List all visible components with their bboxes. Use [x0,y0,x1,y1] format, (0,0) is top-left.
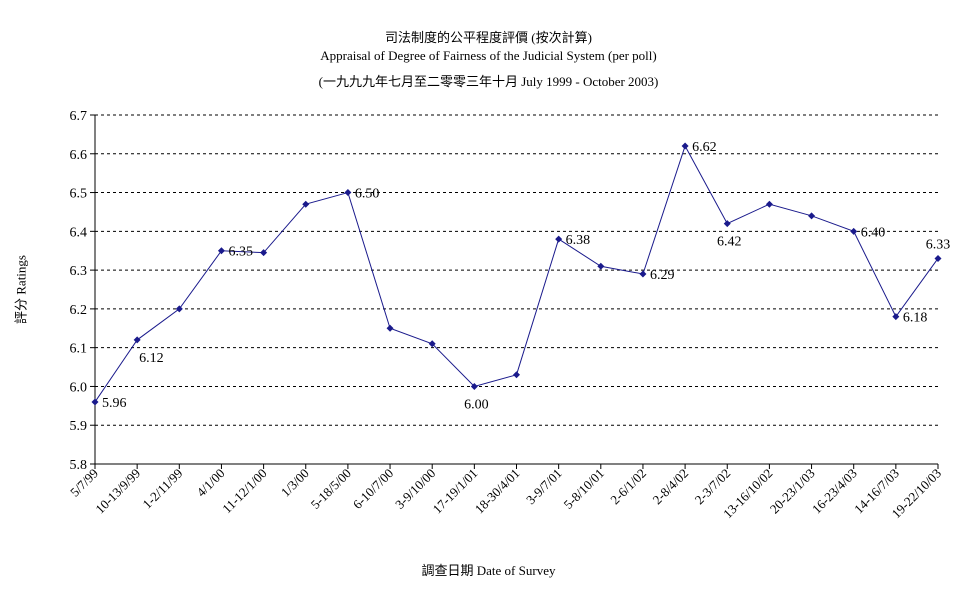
data-label: 6.18 [903,311,928,326]
y-tick-label: 6.6 [70,148,88,163]
data-label: 6.00 [464,397,489,412]
y-tick-label: 6.3 [70,264,88,279]
data-label: 6.35 [228,245,253,260]
data-point [470,382,478,390]
series-line [94,144,939,403]
x-tick-label: 2-6/1/02 [607,466,649,508]
x-tick-label: 18-30/4/01 [472,466,523,517]
y-axis-title: 評分 Ratings [13,255,29,324]
data-point [850,227,858,235]
x-tick-label: 3-9/7/01 [523,466,565,508]
data-point [344,189,352,197]
data-point [597,262,605,270]
y-tick-label: 6.2 [70,303,88,318]
data-label: 6.50 [355,187,380,202]
data-label: 6.40 [861,225,886,240]
chart-subtitle-2: (一九九九年七月至二零零三年十月 July 1999 - October 200… [318,74,659,89]
data-point [175,305,183,313]
data-point [639,270,647,278]
data-point [765,200,773,208]
data-point [260,249,268,257]
data-label: 6.42 [717,235,742,250]
x-tick-label: 20-23/1/03 [767,466,818,517]
data-point [892,313,900,321]
data-label: 6.29 [650,268,675,283]
x-tick-label: 17-19/1/01 [430,466,481,517]
x-tick-label: 10-13/9/99 [92,466,143,517]
data-label: 6.12 [139,351,164,366]
x-tick-label: 5-18/5/00 [308,466,354,512]
x-tick-label: 1-2/11/99 [139,466,185,512]
chart-title: 司法制度的公平程度評價 (按次計算) [385,30,592,45]
data-point [91,398,99,406]
data-point [555,235,563,243]
y-tick-label: 5.9 [70,419,88,434]
x-tick-label: 16-23/4/03 [809,466,860,517]
x-tick-label: 5-8/10/01 [561,466,607,512]
y-tick-label: 6.5 [70,187,88,202]
y-tick-label: 6.7 [70,109,88,124]
x-tick-label: 2-3/7/02 [692,466,734,508]
x-axis-title: 調查日期 Date of Survey [421,563,556,578]
y-tick-label: 6.1 [70,342,88,357]
data-point [302,200,310,208]
data-point [428,340,436,348]
y-tick-label: 6.0 [70,380,88,395]
data-point [723,220,731,228]
y-tick-label: 5.8 [70,458,88,473]
x-tick-label: 6-10/7/00 [350,466,396,512]
x-tick-label: 4/1/00 [193,466,227,500]
x-tick-label: 2-8/4/02 [649,466,691,508]
data-point [386,324,394,332]
data-point [133,336,141,344]
x-tick-label: 11-12/1/00 [219,466,270,517]
chart-subtitle: Appraisal of Degree of Fairness of the J… [320,48,657,63]
y-tick-label: 6.4 [70,225,88,240]
x-tick-label: 1/3/00 [278,466,312,500]
data-label: 6.33 [926,237,951,252]
data-label: 5.96 [102,396,127,411]
data-point [681,142,689,150]
data-point [513,371,520,379]
data-point [217,247,225,255]
data-point [934,254,942,262]
data-label: 6.62 [692,140,717,155]
data-point [808,212,816,220]
data-label: 6.38 [566,233,591,248]
